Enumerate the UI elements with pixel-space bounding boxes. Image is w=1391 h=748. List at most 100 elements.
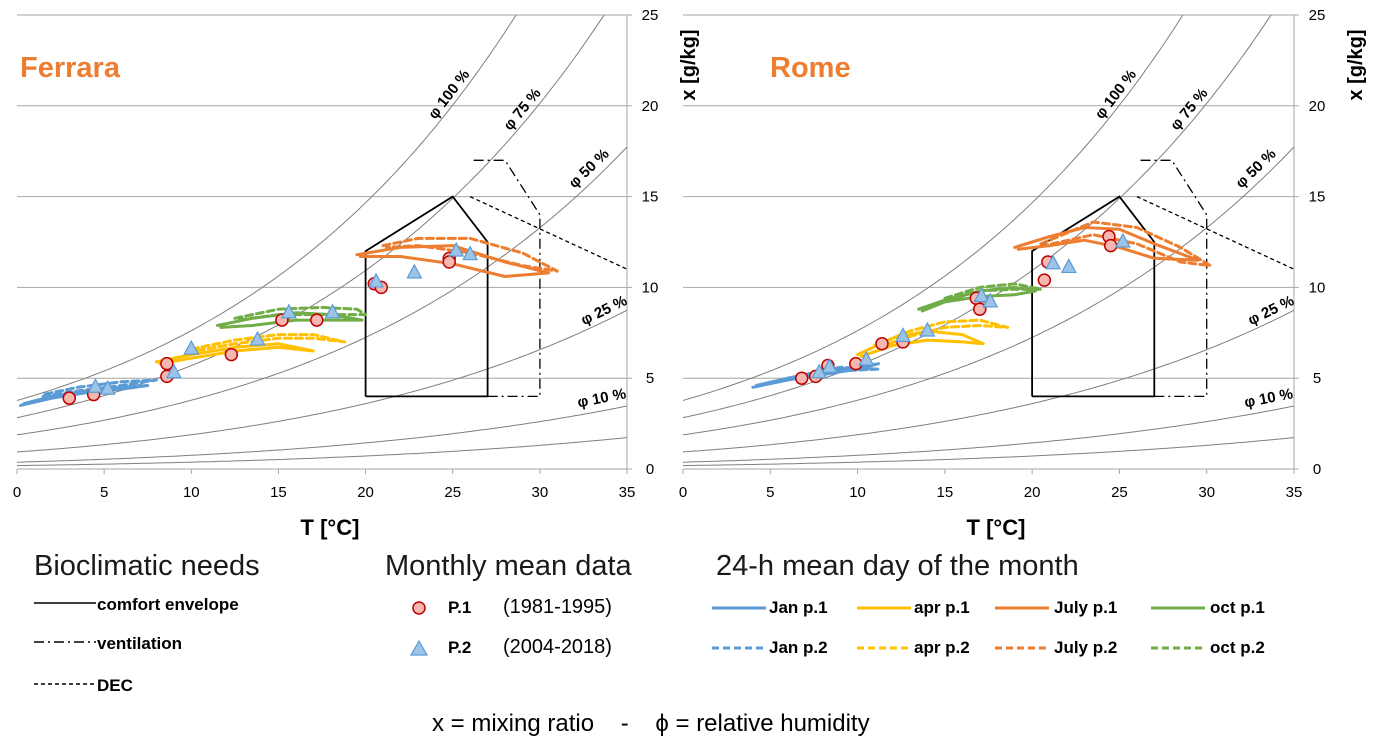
monthly-p2-point <box>858 350 875 366</box>
monthly-p2-point <box>87 378 104 393</box>
x-tick-label: 15 <box>937 484 954 501</box>
monthly-p2-point <box>448 241 465 257</box>
monthly-p1-point <box>310 313 324 327</box>
legend-apr-p2: apr p.2 <box>914 638 970 657</box>
x-tick-label: 15 <box>270 484 287 501</box>
monthly-p2-point <box>324 303 341 319</box>
legend-apr-p1: apr p.1 <box>914 598 970 617</box>
series-line-apr-p-1 <box>154 342 315 366</box>
y-tick-label: 5 <box>646 370 654 387</box>
ventilation-boundary <box>1136 159 1208 398</box>
monthly-p2-point <box>973 287 990 303</box>
legend-jan-p1: Jan p.1 <box>769 598 828 617</box>
x-tick-label: 35 <box>619 484 636 501</box>
y-tick-label: 10 <box>642 279 659 296</box>
legend-oct-p1: oct p.1 <box>1210 598 1265 617</box>
monthly-p1-point <box>794 371 809 385</box>
ventilation-boundary <box>470 159 541 398</box>
dec-boundary <box>469 196 627 270</box>
x-tick-label: 30 <box>532 484 549 501</box>
monthly-p2-point <box>368 272 385 288</box>
chart-title: Ferrara <box>20 52 121 84</box>
monthly-p2-point <box>406 263 423 279</box>
y-tick-label: 20 <box>642 98 659 115</box>
y-tick-label: 25 <box>642 7 659 24</box>
legend-comfort-label: comfort envelope <box>97 595 239 614</box>
monthly-p2-point <box>249 330 266 346</box>
dec-boundary <box>1136 196 1294 270</box>
monthly-p2-point <box>821 358 838 373</box>
monthly-p2-point <box>183 339 200 355</box>
legend-bioclimatic-title: Bioclimatic needs <box>34 550 260 582</box>
legend-p2-period: (2004-2018) <box>503 636 612 658</box>
x-tick-label: 10 <box>183 484 200 501</box>
monthly-p2-point <box>99 379 116 395</box>
monthly-p1-point <box>224 347 239 362</box>
x-tick-label: 20 <box>357 484 374 501</box>
monthly-p1-point <box>160 356 174 371</box>
legend-july-p2: July p.2 <box>1054 638 1118 657</box>
legend-jan-p2: Jan p.2 <box>769 638 828 657</box>
rh-curve <box>683 405 1294 463</box>
legend-p1-label: P.1 <box>448 598 472 617</box>
y-tick-label: 20 <box>1309 98 1326 115</box>
series-line-jan-p-2 <box>41 378 158 398</box>
monthly-p2-point <box>462 245 479 261</box>
rh-curve <box>17 405 627 463</box>
y-tick-label: 15 <box>642 189 659 206</box>
y-axis-label: x [g/kg] <box>678 29 700 100</box>
rh-curve <box>17 15 517 402</box>
x-tick-label: 5 <box>100 484 108 501</box>
legend-p1-marker <box>412 601 426 615</box>
legend-dec-label: DEC <box>97 676 133 695</box>
x-tick-label: 35 <box>1286 484 1303 501</box>
y-tick-label: 25 <box>1309 7 1326 24</box>
x-tick-label: 25 <box>1111 484 1128 501</box>
x-tick-label: 30 <box>1198 484 1215 501</box>
y-tick-label: 0 <box>1313 461 1321 478</box>
monthly-p2-point <box>280 303 297 319</box>
monthly-p1-point <box>1037 273 1052 287</box>
rh-curve <box>17 15 605 419</box>
x-tick-label: 10 <box>849 484 866 501</box>
monthly-p2-point <box>1114 232 1131 248</box>
comfort-envelope <box>1031 195 1156 398</box>
x-tick-label: 20 <box>1024 484 1041 501</box>
monthly-p2-point <box>919 321 936 337</box>
rh-curve <box>17 437 627 467</box>
monthly-p2-point <box>165 363 182 379</box>
y-axis-label: x [g/kg] <box>1345 29 1367 100</box>
legend-monthly-title: Monthly mean data <box>385 550 632 582</box>
x-axis-label: T [°C] <box>967 515 1026 540</box>
footer-caption: x = mixing ratio - ϕ = relative humidity <box>432 710 870 737</box>
monthly-p1-point <box>875 336 889 351</box>
monthly-p1-point <box>973 302 987 316</box>
series-line-july-p-2 <box>381 236 559 273</box>
legend-p2-label: P.2 <box>448 638 472 657</box>
rh-curve <box>17 309 627 453</box>
monthly-p2-point <box>982 292 999 308</box>
rh-curve <box>683 146 1294 436</box>
y-tick-label: 0 <box>646 461 654 478</box>
comfort-envelope <box>364 195 489 398</box>
x-tick-label: 0 <box>679 484 687 501</box>
legend-comfort-line <box>34 602 96 604</box>
series-line-apr-p-2 <box>189 333 347 353</box>
rh-curve <box>683 15 1184 402</box>
chart-title: Rome <box>770 52 851 84</box>
x-tick-label: 25 <box>444 484 461 501</box>
legend-p1-period: (1981-1995) <box>503 596 612 618</box>
x-axis-label: T [°C] <box>301 515 360 540</box>
legend-ventilation-label: ventilation <box>97 634 183 653</box>
x-tick-label: 5 <box>766 484 774 501</box>
x-tick-label: 0 <box>13 484 21 501</box>
monthly-p2-point <box>894 327 911 343</box>
legend-daily-title: 24-h mean day of the month <box>716 550 1079 582</box>
rome-chart: 0 5 10 15 20 25 30 35 0 5 10 15 20 25 T [°C] x [g/kg] Ro… <box>679 7 1367 540</box>
monthly-p2-point <box>1045 254 1062 270</box>
rh-curve <box>683 309 1294 453</box>
y-tick-label: 5 <box>1313 370 1321 387</box>
y-tick-label: 10 <box>1309 279 1326 296</box>
